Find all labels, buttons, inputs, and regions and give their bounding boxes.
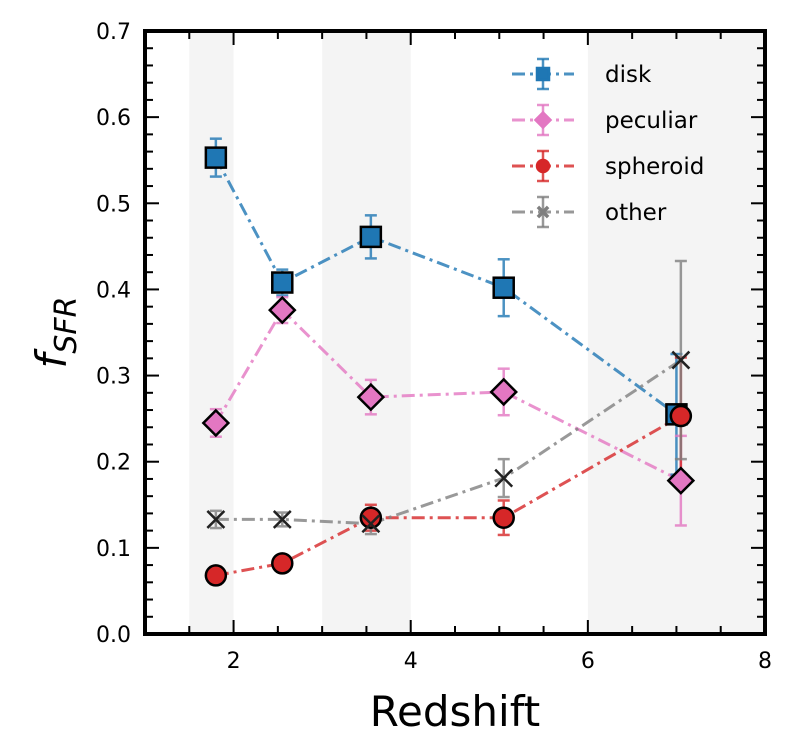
x-tick-label: 6 <box>581 649 595 674</box>
legend-marker <box>535 66 551 82</box>
other-point-stroke <box>206 510 226 529</box>
peculiar-point <box>489 377 518 407</box>
shaded-band-1 <box>189 31 234 634</box>
x-tick-label: 8 <box>758 649 772 674</box>
other-line <box>215 358 682 526</box>
spheroid-point <box>271 552 294 575</box>
shaded-band-3 <box>587 31 765 634</box>
y-tick-label: 0.5 <box>96 192 131 217</box>
peculiar-line <box>214 307 682 483</box>
legend-item-peculiar: peculiar <box>512 103 698 137</box>
peculiar-point <box>268 295 297 325</box>
y-tick-label: 0.1 <box>96 537 131 562</box>
y-axis-label-subscript: SFR <box>49 297 84 354</box>
other-point <box>206 510 226 529</box>
legend-marker <box>535 158 551 174</box>
y-tick-label: 0.3 <box>96 365 131 390</box>
peculiar-point <box>356 382 386 412</box>
disk-point <box>204 146 228 169</box>
x-axis-label: Redshift <box>370 687 540 736</box>
legend-marker <box>536 205 550 219</box>
peculiar-point <box>201 408 231 438</box>
legend-label: spheroid <box>605 154 704 180</box>
spheroid-point <box>492 506 515 529</box>
spheroid-point <box>669 404 693 428</box>
spheroid-point <box>359 506 383 529</box>
y-tick-label: 0.7 <box>96 20 131 45</box>
shaded-bands <box>189 31 765 634</box>
other-point-stroke <box>494 468 514 488</box>
x-tick-label: 4 <box>404 649 418 674</box>
spheroid-point <box>204 564 228 587</box>
tick-labels: 2 4 6 8 0.0 0.1 0.2 0.3 0.4 0.5 0.6 0.7 <box>96 20 772 674</box>
other-point <box>361 514 381 534</box>
y-tick-label: 0.4 <box>96 278 131 303</box>
legend-marker <box>533 110 553 130</box>
other-point <box>494 468 514 488</box>
other-point-stroke <box>272 510 292 529</box>
legend-marker-stroke <box>536 205 550 219</box>
disk-point <box>492 276 515 299</box>
data-markers <box>201 146 696 587</box>
legend-item-disk: disk <box>512 57 652 91</box>
legend: disk peculiar spheroid other <box>512 57 704 229</box>
other-point-stroke <box>671 350 691 370</box>
y-tick-label: 0.0 <box>96 623 131 648</box>
legend-item-other: other <box>512 195 667 229</box>
x-tick-label: 2 <box>227 649 241 674</box>
other-point <box>272 510 292 529</box>
y-tick-label: 0.2 <box>96 451 131 476</box>
disk-point <box>271 271 294 294</box>
plot-frame <box>143 29 767 636</box>
shaded-band-2 <box>322 31 411 634</box>
legend-item-spheroid: spheroid <box>512 149 704 183</box>
legend-label: other <box>605 200 667 226</box>
disk-point <box>359 225 383 249</box>
y-tick-label: 0.6 <box>96 106 131 131</box>
y-axis-label: fSFR <box>27 297 84 369</box>
legend-label: disk <box>605 62 652 88</box>
peculiar-point <box>666 466 696 495</box>
other-point-stroke <box>361 514 381 534</box>
other-point <box>671 350 691 370</box>
legend-label: peculiar <box>605 108 698 134</box>
